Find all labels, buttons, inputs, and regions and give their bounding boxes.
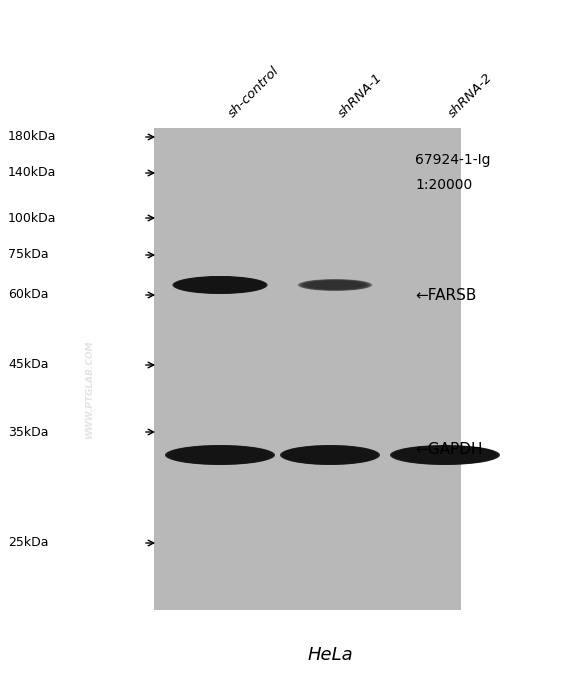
Ellipse shape (182, 279, 259, 292)
Text: ←GAPDH: ←GAPDH (415, 442, 483, 458)
Ellipse shape (282, 446, 377, 464)
Ellipse shape (174, 447, 266, 463)
Text: 25kDa: 25kDa (8, 536, 49, 550)
Ellipse shape (174, 276, 266, 294)
Ellipse shape (401, 447, 490, 463)
Text: shRNA-1: shRNA-1 (336, 71, 385, 120)
Text: WWW.PTGLAB.COM: WWW.PTGLAB.COM (85, 341, 95, 440)
Ellipse shape (176, 447, 264, 463)
Ellipse shape (394, 446, 495, 464)
Ellipse shape (288, 447, 372, 463)
Ellipse shape (184, 279, 256, 291)
Text: 35kDa: 35kDa (8, 426, 49, 438)
Text: ←FARSB: ←FARSB (415, 288, 476, 302)
Ellipse shape (289, 447, 371, 463)
Ellipse shape (176, 277, 264, 293)
Ellipse shape (165, 445, 275, 465)
Text: 67924-1-Ig: 67924-1-Ig (415, 153, 491, 167)
Ellipse shape (171, 447, 269, 463)
Ellipse shape (177, 448, 263, 462)
Ellipse shape (298, 279, 372, 291)
Text: 60kDa: 60kDa (8, 288, 49, 302)
Ellipse shape (284, 446, 376, 464)
Text: shRNA-2: shRNA-2 (446, 71, 495, 120)
Ellipse shape (177, 277, 262, 293)
Ellipse shape (172, 276, 267, 294)
Ellipse shape (303, 280, 367, 290)
Ellipse shape (396, 447, 494, 463)
Ellipse shape (175, 276, 265, 293)
Ellipse shape (304, 281, 365, 290)
Bar (154, 128, 461, 610)
Ellipse shape (399, 447, 491, 463)
Ellipse shape (280, 445, 380, 465)
Text: 180kDa: 180kDa (8, 130, 56, 143)
Text: 140kDa: 140kDa (8, 167, 56, 179)
Ellipse shape (299, 279, 371, 290)
Text: 100kDa: 100kDa (8, 211, 56, 225)
Ellipse shape (302, 280, 368, 290)
Ellipse shape (300, 280, 369, 290)
Ellipse shape (172, 447, 267, 463)
Ellipse shape (166, 445, 274, 465)
Ellipse shape (292, 448, 368, 462)
Ellipse shape (179, 448, 262, 462)
Ellipse shape (179, 278, 261, 293)
Text: 75kDa: 75kDa (8, 248, 49, 262)
Text: 1:20000: 1:20000 (415, 178, 472, 192)
Ellipse shape (392, 445, 498, 465)
Ellipse shape (183, 279, 257, 291)
Ellipse shape (168, 446, 272, 464)
Ellipse shape (180, 278, 260, 292)
Ellipse shape (281, 445, 379, 465)
Text: 45kDa: 45kDa (8, 358, 49, 372)
Ellipse shape (390, 445, 500, 465)
Ellipse shape (393, 446, 497, 464)
Ellipse shape (169, 446, 270, 464)
Ellipse shape (304, 280, 367, 290)
Ellipse shape (291, 448, 369, 462)
Text: HeLa: HeLa (307, 646, 353, 664)
Text: sh-control: sh-control (226, 64, 282, 120)
Ellipse shape (404, 448, 487, 462)
Ellipse shape (285, 447, 375, 463)
Ellipse shape (299, 279, 371, 290)
Ellipse shape (397, 447, 492, 463)
Ellipse shape (287, 447, 373, 463)
Ellipse shape (402, 448, 488, 462)
